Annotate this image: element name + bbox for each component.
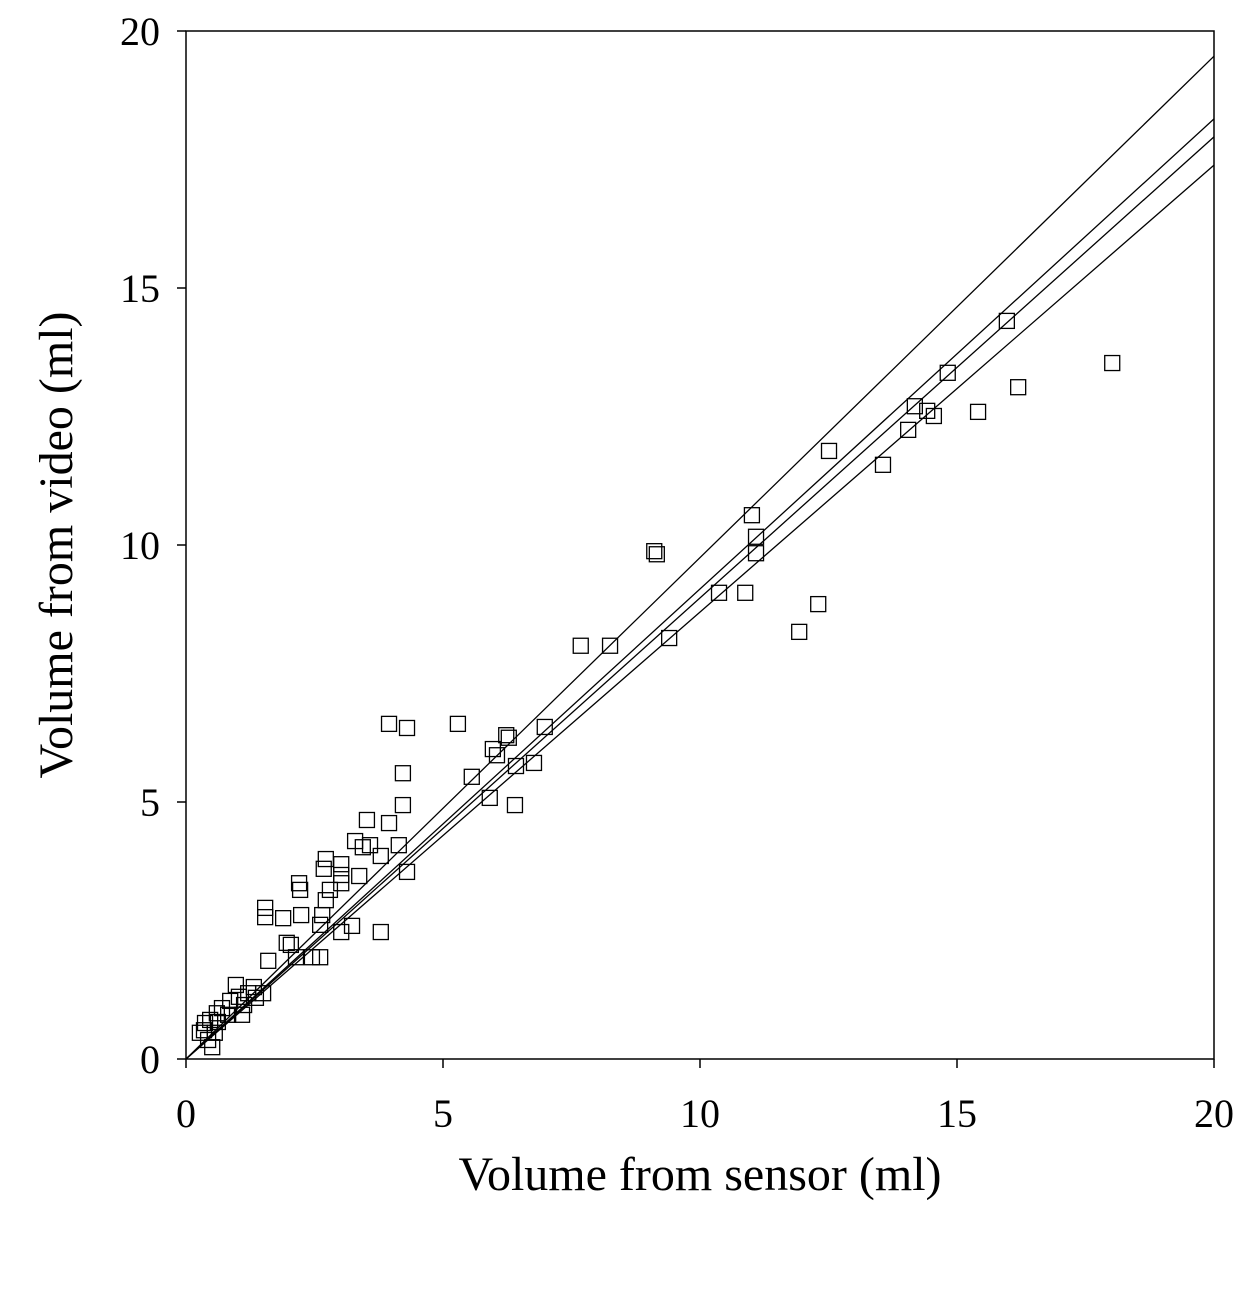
point — [1104, 354, 1121, 372]
point — [394, 765, 412, 782]
x-tick-label: 15 — [937, 1091, 977, 1136]
point — [257, 908, 274, 926]
point — [372, 923, 389, 941]
point — [321, 881, 339, 899]
point — [233, 1006, 251, 1023]
point — [906, 398, 924, 415]
point — [747, 528, 765, 545]
point — [791, 623, 808, 641]
y-tick-label: 10 — [120, 523, 160, 568]
fit-line — [185, 136, 1215, 1060]
point — [278, 934, 295, 951]
point — [380, 814, 398, 832]
point — [333, 875, 350, 892]
point — [287, 949, 305, 966]
point — [257, 899, 274, 917]
point — [227, 976, 245, 994]
point — [333, 923, 350, 941]
point — [737, 584, 754, 601]
y-axis-label: Volume from video (ml) — [30, 311, 83, 778]
point — [247, 989, 265, 1006]
point — [274, 910, 292, 927]
point — [213, 999, 231, 1017]
point — [463, 768, 480, 785]
point — [601, 637, 619, 654]
x-tick-label: 5 — [433, 1091, 453, 1136]
point — [810, 595, 827, 613]
point — [333, 856, 350, 873]
point — [536, 718, 553, 736]
point — [998, 312, 1016, 330]
point — [333, 866, 350, 884]
point — [874, 456, 892, 473]
point — [747, 545, 765, 562]
point — [1010, 379, 1027, 396]
point — [507, 757, 525, 775]
point — [820, 442, 838, 460]
point — [260, 952, 277, 969]
plot-frame — [185, 30, 1215, 1060]
point — [506, 796, 524, 814]
point — [303, 949, 321, 966]
point — [488, 747, 506, 764]
point — [245, 978, 262, 996]
point — [498, 727, 515, 744]
point — [398, 863, 416, 881]
point — [398, 719, 416, 737]
point — [925, 407, 943, 425]
y-tick-label: 5 — [140, 780, 160, 825]
point — [900, 421, 917, 439]
point — [314, 906, 331, 924]
point — [380, 715, 398, 733]
point — [394, 796, 412, 814]
x-tick-label: 10 — [680, 1091, 720, 1136]
x-axis-label: Volume from sensor (ml) — [458, 1148, 941, 1201]
point — [219, 1006, 237, 1023]
point — [939, 364, 956, 381]
y-tick-label: 20 — [120, 9, 160, 54]
x-tick-label: 20 — [1194, 1091, 1234, 1136]
point — [351, 867, 368, 885]
point — [743, 507, 761, 524]
point — [343, 917, 361, 935]
point — [230, 988, 248, 1005]
point — [208, 1005, 225, 1022]
point — [919, 402, 936, 419]
point — [195, 1022, 213, 1039]
point — [312, 949, 329, 966]
point — [710, 584, 728, 601]
y-tick-label: 15 — [120, 266, 160, 311]
point — [290, 875, 308, 892]
point — [661, 629, 678, 647]
point — [572, 637, 589, 654]
point — [390, 837, 407, 854]
point — [292, 906, 310, 924]
fit-line — [185, 118, 1215, 1060]
y-tick-label: 0 — [140, 1037, 160, 1082]
point — [315, 860, 332, 877]
point — [282, 936, 300, 954]
point — [481, 789, 498, 807]
point — [484, 740, 502, 758]
point — [361, 837, 379, 854]
x-tick-label: 0 — [176, 1091, 196, 1136]
point — [312, 916, 329, 933]
point — [500, 729, 517, 746]
point — [291, 881, 309, 899]
point — [648, 546, 665, 563]
point — [317, 892, 334, 909]
point — [525, 754, 543, 772]
fit-line — [185, 55, 1215, 1060]
point — [646, 543, 663, 560]
fit-line — [185, 164, 1215, 1060]
point — [372, 847, 389, 865]
point — [969, 403, 987, 421]
point — [449, 715, 467, 733]
point — [206, 1024, 223, 1041]
point — [358, 811, 376, 829]
